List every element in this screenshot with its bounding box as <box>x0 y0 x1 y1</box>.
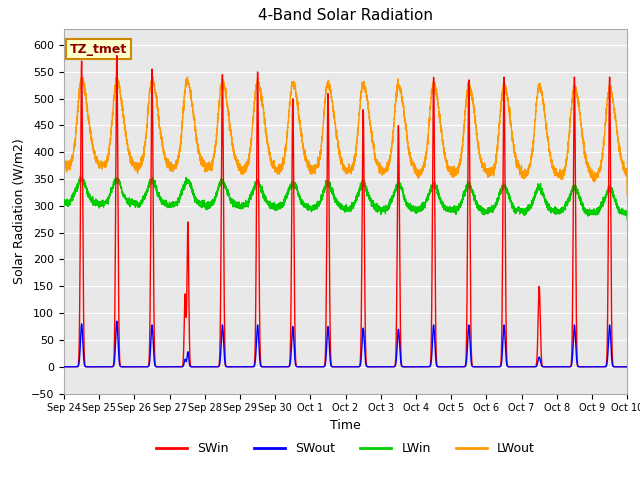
Title: 4-Band Solar Radiation: 4-Band Solar Radiation <box>258 9 433 24</box>
Y-axis label: Solar Radiation (W/m2): Solar Radiation (W/m2) <box>12 138 26 284</box>
X-axis label: Time: Time <box>330 419 361 432</box>
Text: TZ_tmet: TZ_tmet <box>70 43 127 56</box>
Legend: SWin, SWout, LWin, LWout: SWin, SWout, LWin, LWout <box>151 437 540 460</box>
